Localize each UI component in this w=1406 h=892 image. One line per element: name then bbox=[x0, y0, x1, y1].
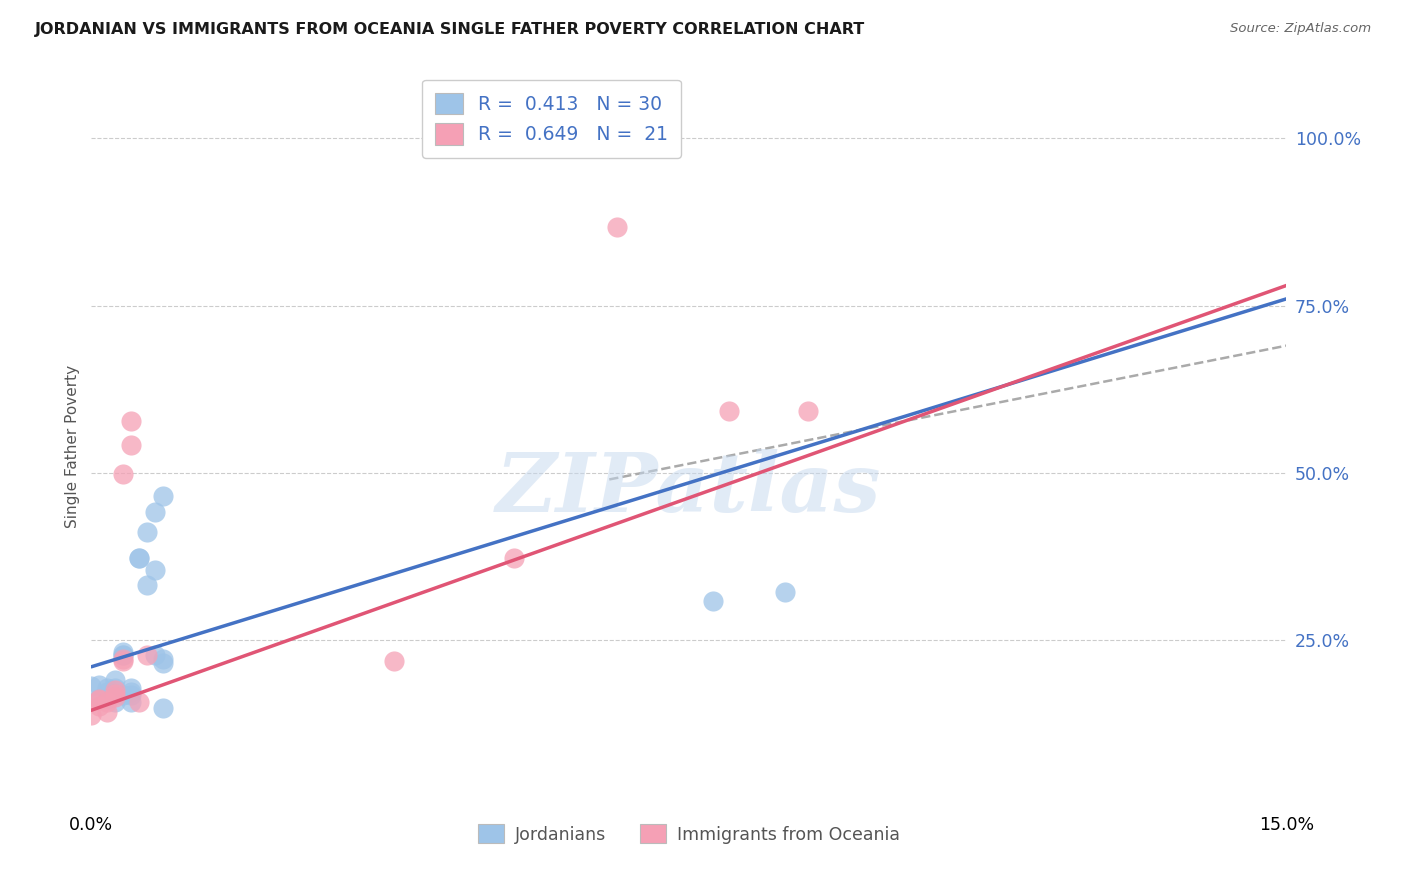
Point bbox=[104, 673, 127, 688]
Point bbox=[96, 695, 118, 709]
Point bbox=[89, 698, 111, 713]
Point bbox=[152, 651, 174, 665]
Point bbox=[797, 404, 820, 418]
Y-axis label: Single Father Poverty: Single Father Poverty bbox=[65, 365, 80, 527]
Point bbox=[112, 467, 135, 482]
Legend: Jordanians, Immigrants from Oceania: Jordanians, Immigrants from Oceania bbox=[471, 817, 907, 851]
Text: Source: ZipAtlas.com: Source: ZipAtlas.com bbox=[1230, 22, 1371, 36]
Point bbox=[120, 695, 142, 709]
Point bbox=[112, 651, 135, 665]
Point bbox=[80, 679, 103, 693]
Point bbox=[104, 683, 127, 698]
Point bbox=[89, 692, 111, 706]
Point bbox=[112, 645, 135, 659]
Point bbox=[104, 690, 127, 704]
Point bbox=[96, 706, 118, 720]
Point bbox=[382, 655, 405, 669]
Point bbox=[128, 551, 150, 566]
Point bbox=[112, 648, 135, 662]
Point bbox=[702, 594, 724, 608]
Point bbox=[502, 551, 524, 566]
Point bbox=[773, 585, 796, 599]
Point bbox=[104, 687, 127, 701]
Point bbox=[120, 685, 142, 699]
Point bbox=[717, 404, 740, 418]
Point bbox=[89, 692, 111, 706]
Point bbox=[606, 219, 628, 234]
Point bbox=[80, 708, 103, 723]
Point bbox=[143, 505, 166, 519]
Point bbox=[112, 648, 135, 662]
Point bbox=[112, 655, 135, 669]
Point bbox=[96, 681, 118, 696]
Point bbox=[143, 563, 166, 577]
Point bbox=[89, 678, 111, 692]
Point bbox=[112, 688, 135, 702]
Point bbox=[96, 685, 118, 699]
Point bbox=[120, 681, 142, 696]
Point bbox=[128, 551, 150, 566]
Point bbox=[104, 695, 127, 709]
Point bbox=[120, 414, 142, 428]
Text: JORDANIAN VS IMMIGRANTS FROM OCEANIA SINGLE FATHER POVERTY CORRELATION CHART: JORDANIAN VS IMMIGRANTS FROM OCEANIA SIN… bbox=[35, 22, 866, 37]
Point bbox=[96, 692, 118, 706]
Text: ZIPatlas: ZIPatlas bbox=[496, 450, 882, 529]
Point bbox=[152, 657, 174, 671]
Point bbox=[104, 681, 127, 696]
Point bbox=[143, 648, 166, 662]
Point bbox=[152, 701, 174, 715]
Point bbox=[136, 524, 159, 539]
Point bbox=[136, 578, 159, 592]
Point bbox=[152, 489, 174, 503]
Point bbox=[136, 648, 159, 662]
Point bbox=[128, 695, 150, 709]
Point bbox=[120, 688, 142, 702]
Point bbox=[120, 438, 142, 452]
Point bbox=[89, 693, 111, 707]
